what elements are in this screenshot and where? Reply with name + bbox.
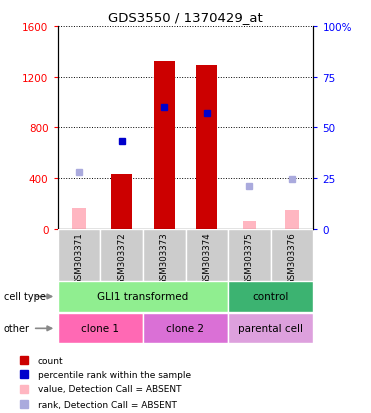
- Text: GLI1 transformed: GLI1 transformed: [97, 292, 188, 302]
- Text: GSM303376: GSM303376: [288, 231, 297, 284]
- Bar: [143, 229, 186, 281]
- Bar: [228, 282, 313, 312]
- Bar: [143, 313, 228, 344]
- Bar: [186, 229, 228, 281]
- Text: GSM303372: GSM303372: [117, 231, 126, 284]
- Bar: [154, 62, 175, 229]
- Text: GSM303375: GSM303375: [245, 231, 254, 284]
- Title: GDS3550 / 1370429_at: GDS3550 / 1370429_at: [108, 11, 263, 24]
- Text: value, Detection Call = ABSENT: value, Detection Call = ABSENT: [38, 384, 181, 393]
- Text: clone 2: clone 2: [167, 323, 204, 334]
- Text: other: other: [4, 323, 30, 334]
- Text: parental cell: parental cell: [238, 323, 303, 334]
- Text: clone 1: clone 1: [81, 323, 119, 334]
- Bar: [58, 229, 100, 281]
- Text: rank, Detection Call = ABSENT: rank, Detection Call = ABSENT: [38, 399, 177, 408]
- Bar: [58, 313, 143, 344]
- Bar: [243, 222, 256, 229]
- Bar: [228, 229, 271, 281]
- Text: GSM303373: GSM303373: [160, 231, 169, 284]
- Text: percentile rank within the sample: percentile rank within the sample: [38, 370, 191, 379]
- Text: count: count: [38, 356, 63, 365]
- Text: control: control: [253, 292, 289, 302]
- Bar: [111, 175, 132, 229]
- Text: cell type: cell type: [4, 292, 46, 302]
- Bar: [285, 210, 299, 229]
- Text: GSM303374: GSM303374: [202, 231, 211, 284]
- Bar: [196, 66, 217, 229]
- Bar: [72, 209, 86, 229]
- Bar: [228, 313, 313, 344]
- Bar: [100, 229, 143, 281]
- Bar: [271, 229, 313, 281]
- Text: GSM303371: GSM303371: [74, 231, 83, 284]
- Bar: [58, 282, 228, 312]
